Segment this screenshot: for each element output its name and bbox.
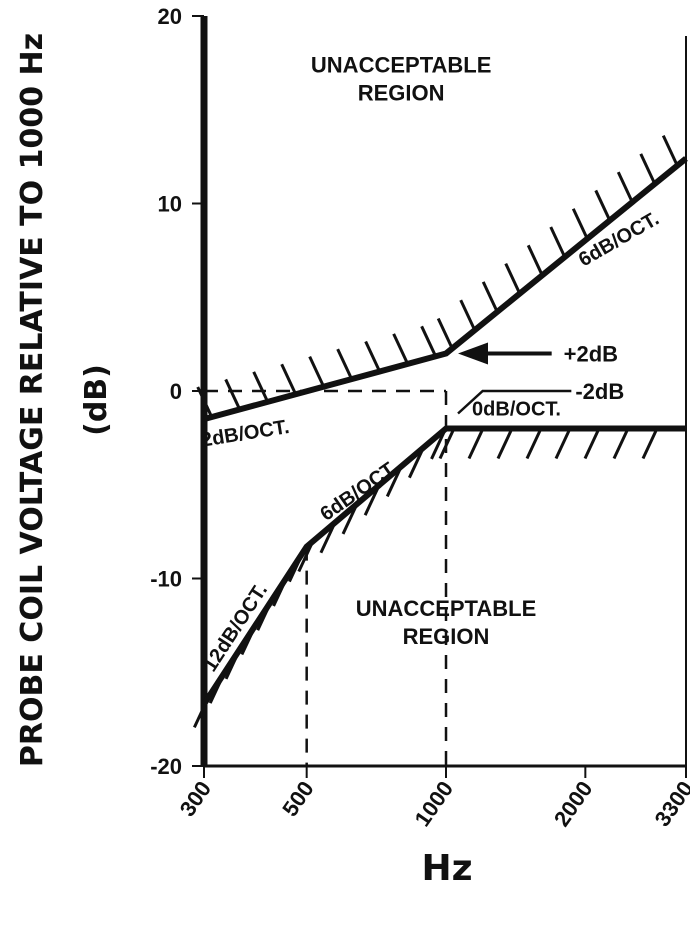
hatch-mark — [336, 348, 354, 380]
x-tick-label: 3300 — [650, 777, 690, 831]
y-axis-label: PROBE COIL VOLTAGE RELATIVE TO 1000 Hz — [15, 33, 50, 767]
region-label: REGION — [403, 624, 490, 649]
hatch-mark — [526, 244, 544, 276]
hatch-mark — [661, 134, 679, 167]
limit-line — [203, 156, 688, 423]
limit-line — [201, 425, 686, 706]
hatch-mark — [196, 386, 214, 418]
hatch-mark — [594, 189, 612, 222]
hatch-mark — [224, 378, 242, 411]
slope-label: 0dB/OCT. — [472, 398, 561, 420]
hatch-mark — [549, 226, 567, 258]
y-axis-unit: (dB) — [79, 364, 114, 436]
hatch-mark — [459, 299, 477, 331]
hatch-mark — [554, 427, 572, 460]
x-tick-label: 500 — [277, 777, 319, 821]
reference-lines — [204, 389, 448, 766]
hatch-mark — [364, 340, 382, 373]
hatch-mark — [504, 262, 522, 295]
y-tick-label: 0 — [170, 379, 182, 404]
hatch-mark — [616, 171, 634, 203]
hatch-mark — [481, 281, 499, 313]
hatch-mark — [583, 427, 601, 460]
region-label: UNACCEPTABLE — [311, 52, 491, 77]
y-tick-label: -20 — [150, 754, 182, 779]
hatch-mark — [420, 325, 437, 357]
region-label: UNACCEPTABLE — [356, 596, 536, 621]
x-tick-label: 1000 — [410, 777, 459, 831]
callout-arrowhead — [458, 342, 489, 365]
y-tick-label: 10 — [158, 192, 182, 217]
hatch-mark — [308, 356, 326, 388]
hatch-mark — [252, 371, 270, 403]
hatch-mark — [641, 427, 659, 460]
hatch-mark — [639, 153, 657, 185]
callout-label: -2dB — [575, 379, 624, 404]
hatch-mark — [280, 363, 298, 395]
hatch-mark — [436, 317, 454, 350]
x-tick-label: 2000 — [549, 777, 598, 831]
slope-label: 2dB/OCT. — [200, 416, 291, 452]
hatch-mark — [467, 427, 485, 460]
hatch-mark — [571, 208, 589, 240]
y-tick-label: 20 — [158, 4, 182, 29]
hatch-mark — [612, 427, 630, 460]
hatch-mark — [392, 333, 410, 365]
callout-leader-line — [457, 389, 572, 415]
hatch-mark — [496, 427, 514, 460]
callout-label: +2dB — [564, 342, 618, 367]
series — [201, 156, 688, 706]
y-tick-label: -10 — [150, 567, 182, 592]
x-tick-label: 300 — [175, 777, 217, 821]
region-label: REGION — [358, 80, 445, 105]
hatch-mark — [438, 427, 456, 460]
hatch-mark — [525, 427, 543, 460]
x-axis-label: Hz — [421, 848, 472, 889]
axes — [192, 15, 687, 778]
